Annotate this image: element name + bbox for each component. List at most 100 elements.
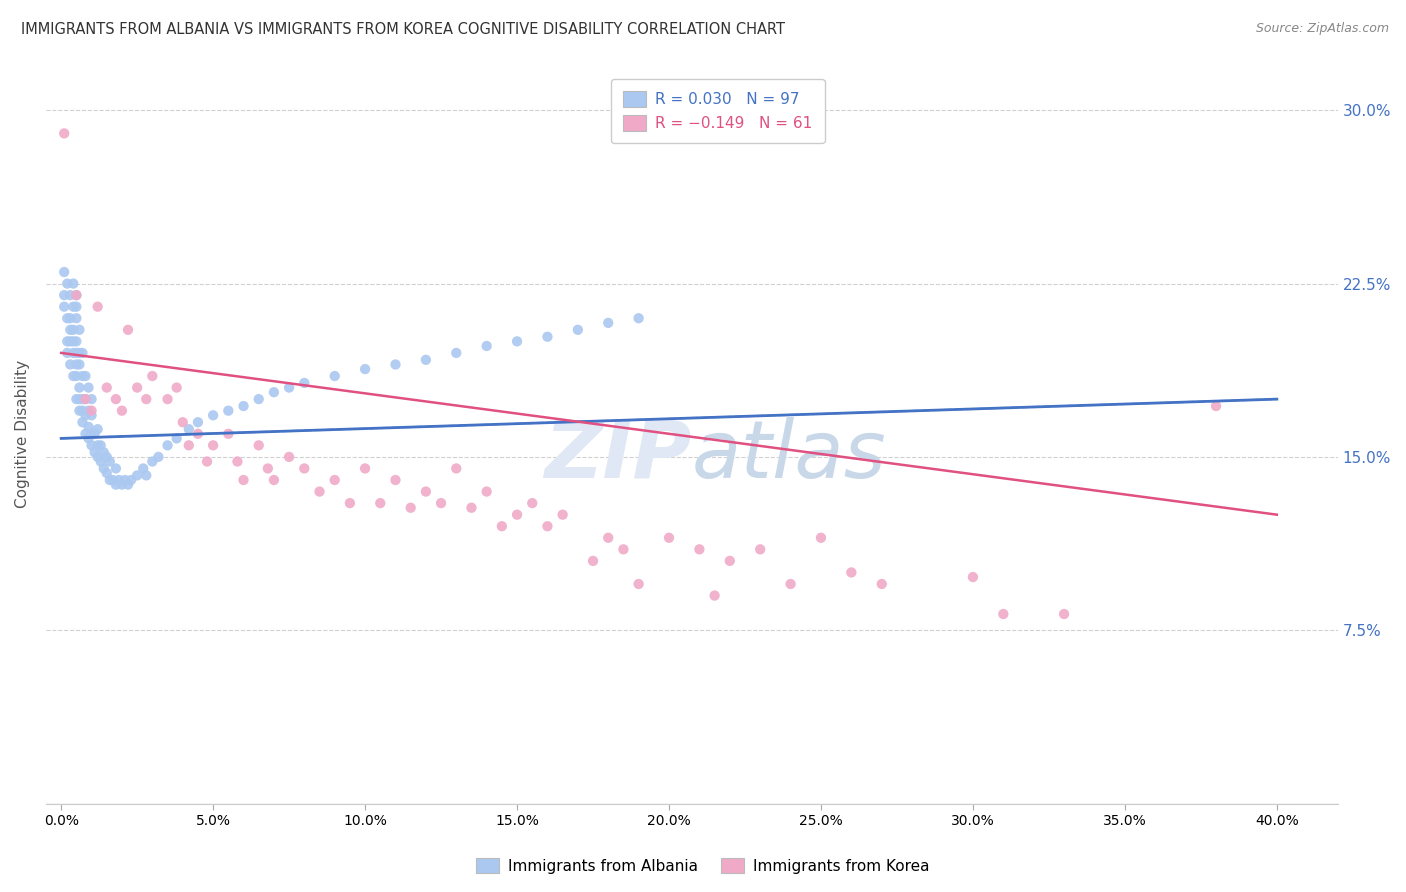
Point	[75, 392, 97, 406]
Point	[56, 346, 79, 360]
Point	[65, 358, 87, 372]
Point	[93, 445, 115, 459]
Point	[256, 461, 278, 475]
Point	[65, 300, 87, 314]
Point	[53, 265, 76, 279]
Point	[75, 426, 97, 441]
Point	[65, 369, 87, 384]
Point	[65, 288, 87, 302]
Point	[96, 450, 118, 464]
Point	[195, 454, 218, 468]
Point	[582, 554, 605, 568]
Point	[627, 577, 650, 591]
Point	[111, 403, 134, 417]
Point	[75, 392, 97, 406]
Point	[202, 409, 225, 423]
Point	[841, 566, 863, 580]
Text: atlas: atlas	[692, 417, 887, 495]
Point	[53, 288, 76, 302]
Point	[658, 531, 681, 545]
Point	[56, 334, 79, 349]
Point	[65, 311, 87, 326]
Point	[59, 323, 82, 337]
Point	[810, 531, 832, 545]
Point	[56, 311, 79, 326]
Point	[247, 392, 270, 406]
Point	[80, 426, 103, 441]
Point	[202, 438, 225, 452]
Point	[96, 381, 118, 395]
Point	[475, 484, 498, 499]
Point	[187, 426, 209, 441]
Point	[177, 422, 200, 436]
Point	[104, 392, 127, 406]
Point	[62, 334, 84, 349]
Point	[627, 311, 650, 326]
Point	[263, 473, 285, 487]
Point	[72, 415, 94, 429]
Point	[354, 461, 377, 475]
Point	[98, 454, 121, 468]
Point	[446, 346, 468, 360]
Point	[83, 445, 105, 459]
Point	[127, 381, 149, 395]
Point	[475, 339, 498, 353]
Point	[53, 127, 76, 141]
Point	[703, 589, 725, 603]
Point	[86, 450, 108, 464]
Point	[415, 352, 437, 367]
Point	[135, 392, 157, 406]
Point	[156, 392, 179, 406]
Point	[65, 288, 87, 302]
Point	[59, 358, 82, 372]
Text: IMMIGRANTS FROM ALBANIA VS IMMIGRANTS FROM KOREA COGNITIVE DISABILITY CORRELATIO: IMMIGRANTS FROM ALBANIA VS IMMIGRANTS FR…	[21, 22, 785, 37]
Point	[779, 577, 801, 591]
Point	[90, 438, 112, 452]
Point	[117, 477, 139, 491]
Point	[77, 420, 100, 434]
Point	[83, 426, 105, 441]
Point	[1205, 399, 1227, 413]
Legend: R = 0.030   N = 97, R = −0.149   N = 61: R = 0.030 N = 97, R = −0.149 N = 61	[610, 79, 824, 143]
Point	[67, 358, 90, 372]
Point	[870, 577, 893, 591]
Point	[232, 399, 254, 413]
Point	[460, 500, 482, 515]
Point	[90, 454, 112, 468]
Point	[278, 381, 301, 395]
Point	[53, 300, 76, 314]
Point	[80, 409, 103, 423]
Text: ZIP: ZIP	[544, 417, 692, 495]
Point	[101, 473, 124, 487]
Point	[688, 542, 710, 557]
Y-axis label: Cognitive Disability: Cognitive Disability	[15, 359, 30, 508]
Point	[522, 496, 544, 510]
Point	[247, 438, 270, 452]
Point	[72, 346, 94, 360]
Point	[141, 369, 163, 384]
Point	[127, 468, 149, 483]
Point	[384, 358, 406, 372]
Text: Source: ZipAtlas.com: Source: ZipAtlas.com	[1256, 22, 1389, 36]
Point	[612, 542, 634, 557]
Point	[551, 508, 574, 522]
Point	[120, 473, 142, 487]
Point	[446, 461, 468, 475]
Point	[62, 300, 84, 314]
Point	[491, 519, 513, 533]
Point	[67, 403, 90, 417]
Point	[567, 323, 589, 337]
Point	[323, 369, 346, 384]
Point	[308, 484, 330, 499]
Point	[415, 484, 437, 499]
Point	[86, 438, 108, 452]
Point	[59, 288, 82, 302]
Point	[80, 392, 103, 406]
Point	[384, 473, 406, 487]
Point	[62, 369, 84, 384]
Point	[430, 496, 453, 510]
Point	[62, 277, 84, 291]
Point	[65, 392, 87, 406]
Point	[77, 381, 100, 395]
Point	[72, 369, 94, 384]
